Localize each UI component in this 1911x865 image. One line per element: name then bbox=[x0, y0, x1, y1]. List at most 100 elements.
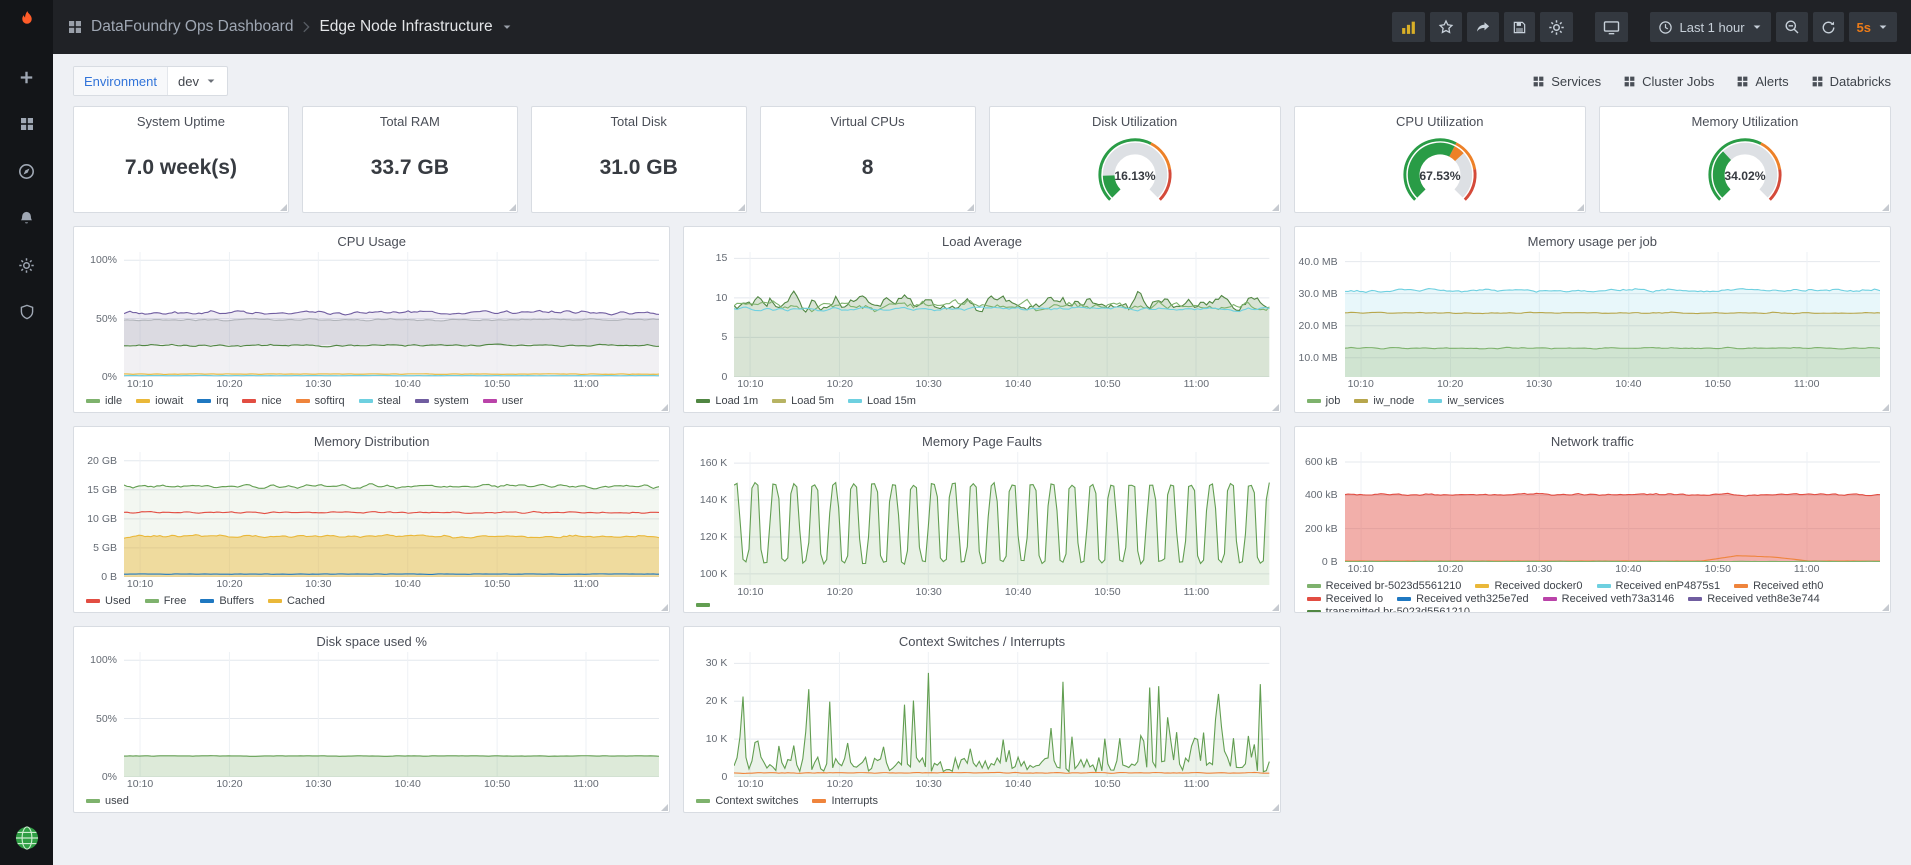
panel-resize-handle[interactable] bbox=[279, 204, 287, 211]
y-tick-label: 160 K bbox=[699, 457, 728, 470]
dashboard-grid-icon[interactable] bbox=[67, 19, 83, 35]
cycle-view-button[interactable] bbox=[1595, 12, 1629, 42]
plot[interactable] bbox=[124, 252, 660, 377]
legend-item[interactable]: Used bbox=[86, 595, 131, 607]
legend-item[interactable]: Received eth0 bbox=[1734, 580, 1823, 592]
panel-resize-handle[interactable] bbox=[1271, 804, 1279, 811]
star-button[interactable] bbox=[1430, 12, 1463, 42]
legend-item[interactable]: transmitted br-5023d5561210 bbox=[1306, 606, 1470, 612]
panel-resize-handle[interactable] bbox=[1271, 204, 1279, 211]
legend-item[interactable]: irq bbox=[197, 395, 228, 407]
panel-title[interactable]: Disk Utilization bbox=[1091, 114, 1178, 129]
plot[interactable] bbox=[734, 452, 1270, 585]
plot[interactable] bbox=[734, 252, 1270, 377]
legend-item[interactable]: Received veth73a3146 bbox=[1542, 593, 1674, 605]
legend-item[interactable]: job bbox=[1306, 395, 1340, 407]
sidebar-item-configuration[interactable] bbox=[8, 246, 46, 284]
panel-title[interactable]: Context Switches / Interrupts bbox=[898, 634, 1066, 649]
panel-title[interactable]: Load Average bbox=[941, 234, 1022, 249]
quick-link-alerts[interactable]: Alerts bbox=[1736, 74, 1789, 89]
plot[interactable] bbox=[124, 652, 660, 777]
plot[interactable] bbox=[734, 652, 1270, 777]
legend-item[interactable]: Load 1m bbox=[696, 395, 758, 407]
legend-item[interactable]: user bbox=[482, 395, 523, 407]
quick-link-services[interactable]: Services bbox=[1532, 74, 1601, 89]
legend-item[interactable]: Cached bbox=[267, 595, 325, 607]
legend-item[interactable]: softirq bbox=[295, 395, 345, 407]
panel-title[interactable]: Total RAM bbox=[379, 114, 440, 129]
plot[interactable] bbox=[1344, 452, 1880, 562]
save-button[interactable] bbox=[1504, 12, 1536, 42]
legend-item[interactable]: iw_node bbox=[1354, 395, 1414, 407]
environment-select[interactable]: dev bbox=[168, 67, 227, 95]
legend-item[interactable]: Received docker0 bbox=[1475, 580, 1583, 592]
panel-title[interactable]: Memory Distribution bbox=[313, 434, 430, 449]
zoom-out-button[interactable] bbox=[1775, 12, 1808, 42]
y-tick-label: 100% bbox=[90, 654, 117, 667]
legend-item[interactable]: system bbox=[414, 395, 469, 407]
legend-item[interactable]: Received enP4875s1 bbox=[1596, 580, 1720, 592]
panel-resize-handle[interactable] bbox=[966, 204, 974, 211]
panel-title[interactable]: Disk space used % bbox=[316, 634, 427, 649]
panel-title[interactable]: Network traffic bbox=[1550, 434, 1634, 449]
quick-link-databricks[interactable]: Databricks bbox=[1811, 74, 1891, 89]
sidebar-item-dashboards[interactable] bbox=[8, 105, 46, 143]
panel-resize-handle[interactable] bbox=[737, 204, 745, 211]
chevron-down-icon[interactable] bbox=[501, 21, 513, 33]
grafana-logo-icon[interactable] bbox=[18, 0, 36, 32]
breadcrumb-page-name[interactable]: Edge Node Infrastructure bbox=[319, 18, 493, 35]
refresh-button[interactable] bbox=[1812, 12, 1844, 42]
panel-resize-handle[interactable] bbox=[1882, 404, 1889, 411]
dashboard-settings-button[interactable] bbox=[1540, 12, 1574, 42]
legend-marker-icon bbox=[197, 399, 212, 403]
panel-resize-handle[interactable] bbox=[508, 204, 516, 211]
sidebar-item-server-admin[interactable] bbox=[8, 293, 46, 331]
legend-item[interactable]: iowait bbox=[136, 395, 183, 407]
legend-item[interactable]: Interrupts bbox=[812, 795, 878, 807]
time-range-button[interactable]: Last 1 hour bbox=[1650, 12, 1771, 42]
quick-link-cluster-jobs[interactable]: Cluster Jobs bbox=[1623, 74, 1714, 89]
panel-resize-handle[interactable] bbox=[661, 804, 669, 811]
legend-item[interactable]: nice bbox=[242, 395, 282, 407]
sidebar-item-explore[interactable] bbox=[8, 152, 46, 190]
user-avatar[interactable] bbox=[14, 825, 40, 851]
legend-item[interactable]: Received veth325e7ed bbox=[1397, 593, 1529, 605]
legend-item[interactable]: used bbox=[86, 795, 129, 807]
panel-resize-handle[interactable] bbox=[661, 604, 669, 611]
legend-item[interactable]: Load 15m bbox=[847, 395, 916, 407]
panel-title[interactable]: Virtual CPUs bbox=[830, 114, 905, 129]
add-panel-button[interactable] bbox=[1392, 12, 1426, 42]
sidebar-item-alerting[interactable] bbox=[8, 199, 46, 237]
panel-resize-handle[interactable] bbox=[661, 404, 669, 411]
panel-resize-handle[interactable] bbox=[1271, 604, 1279, 611]
legend-item[interactable]: Received lo bbox=[1306, 593, 1383, 605]
legend-item[interactable]: Received br-5023d5561210 bbox=[1306, 580, 1461, 592]
panel-resize-handle[interactable] bbox=[1882, 604, 1889, 611]
refresh-interval-button[interactable]: 5s bbox=[1848, 12, 1897, 42]
legend-item[interactable]: idle bbox=[86, 395, 122, 407]
panel-title[interactable]: Memory Page Faults bbox=[922, 434, 1042, 449]
panel-resize-handle[interactable] bbox=[1576, 204, 1584, 211]
share-button[interactable] bbox=[1467, 12, 1500, 42]
breadcrumb-dashboard-name[interactable]: DataFoundry Ops Dashboard bbox=[91, 18, 294, 35]
panel-title[interactable]: Total Disk bbox=[610, 114, 667, 129]
legend-item[interactable]: Context switches bbox=[696, 795, 798, 807]
sidebar-item-create[interactable] bbox=[8, 58, 46, 96]
panel-title[interactable]: Memory Utilization bbox=[1691, 114, 1799, 129]
x-tick-label: 11:00 bbox=[573, 578, 599, 590]
legend-item[interactable]: Free bbox=[144, 595, 186, 607]
panel-title[interactable]: Memory usage per job bbox=[1527, 234, 1657, 249]
plot[interactable] bbox=[1344, 252, 1880, 377]
panel-resize-handle[interactable] bbox=[1271, 404, 1279, 411]
plot[interactable] bbox=[124, 452, 660, 577]
legend-item[interactable]: Received veth8e3e744 bbox=[1688, 593, 1820, 605]
legend-item[interactable]: Buffers bbox=[200, 595, 254, 607]
panel-title[interactable]: System Uptime bbox=[136, 114, 225, 129]
panel-title[interactable]: CPU Utilization bbox=[1396, 114, 1484, 129]
panel-resize-handle[interactable] bbox=[1882, 204, 1889, 211]
legend-item[interactable]: Load 5m bbox=[772, 395, 834, 407]
panel-title[interactable]: CPU Usage bbox=[337, 234, 406, 249]
legend-item[interactable]: steal bbox=[358, 395, 401, 407]
legend-item[interactable] bbox=[696, 603, 711, 607]
legend-item[interactable]: iw_services bbox=[1428, 395, 1504, 407]
